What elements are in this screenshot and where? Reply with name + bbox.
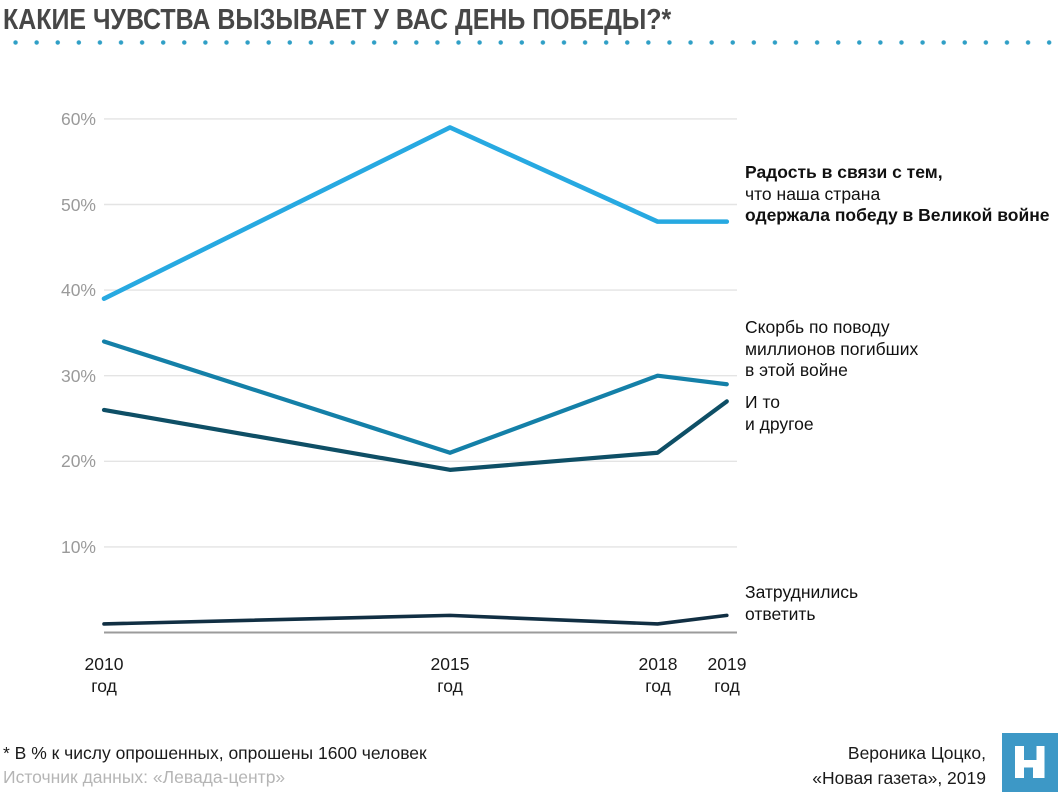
x-tick-2019-unit: год — [714, 676, 740, 696]
footnote: * В % к числу опрошенных, опрошены 1600 … — [3, 743, 427, 763]
legend-joy: Радость в связи с тем, что наша страна о… — [745, 162, 1050, 227]
legend-both: И то и другое — [745, 392, 814, 435]
y-tick-30: 30% — [60, 366, 96, 386]
publication-name: «Новая газета», 2019 — [812, 767, 986, 788]
x-tick-2010-year: 2010 — [84, 654, 124, 674]
x-tick-2019-year: 2019 — [707, 654, 747, 674]
x-tick-2015-unit: год — [437, 676, 463, 696]
series-line-0 — [101, 125, 730, 301]
x-tick-2019: 2019 год — [682, 653, 772, 697]
legend-grief-line2: миллионов погибших — [745, 338, 919, 359]
novaya-gazeta-logo-icon — [1002, 733, 1058, 792]
y-tick-20: 20% — [60, 451, 96, 471]
x-tick-2018-unit: год — [645, 676, 671, 696]
x-tick-2010: 2010 год — [59, 653, 149, 697]
legend-both-line2: и другое — [745, 413, 814, 434]
legend-undecided-line1: Затруднились — [745, 582, 859, 602]
data-source: Источник данных: «Левада-центр» — [3, 767, 286, 787]
y-tick-60: 60% — [60, 109, 96, 129]
legend-grief-line3: в этой войне — [745, 360, 848, 380]
series-line-3 — [102, 613, 729, 626]
x-tick-2015-year: 2015 — [430, 654, 470, 674]
legend-undecided-line2: ответить — [745, 603, 816, 624]
author-credit: Вероника Цоцко, «Новая газета», 2019 — [812, 741, 986, 790]
x-tick-2018-year: 2018 — [638, 654, 678, 674]
author-name: Вероника Цоцко, — [847, 743, 986, 763]
y-tick-50: 50% — [60, 195, 96, 215]
legend-grief: Скорбь по поводу миллионов погибших в эт… — [745, 317, 918, 382]
page-title: КАКИЕ ЧУВСТВА ВЫЗЫВАЕТ У ВАС ДЕНЬ ПОБЕДЫ… — [3, 4, 672, 36]
x-tick-2010-unit: год — [91, 676, 117, 696]
legend-both-line1: И то — [745, 392, 780, 412]
legend-joy-line1: Радость в связи с тем, — [745, 162, 943, 182]
x-tick-2018: 2018 год — [613, 653, 703, 697]
x-tick-2015: 2015 год — [405, 653, 495, 697]
series-line-2 — [101, 399, 729, 472]
legend-joy-line3: одержала победу в Великой войне — [745, 205, 1050, 225]
y-tick-10: 10% — [60, 537, 96, 557]
y-tick-40: 40% — [60, 280, 96, 300]
legend-joy-line2: что наша страна — [745, 183, 881, 204]
dotted-divider — [5, 39, 1057, 46]
legend-undecided: Затруднились ответить — [745, 582, 858, 625]
legend-grief-line1: Скорбь по поводу — [745, 317, 890, 337]
series-line-1 — [101, 339, 729, 455]
